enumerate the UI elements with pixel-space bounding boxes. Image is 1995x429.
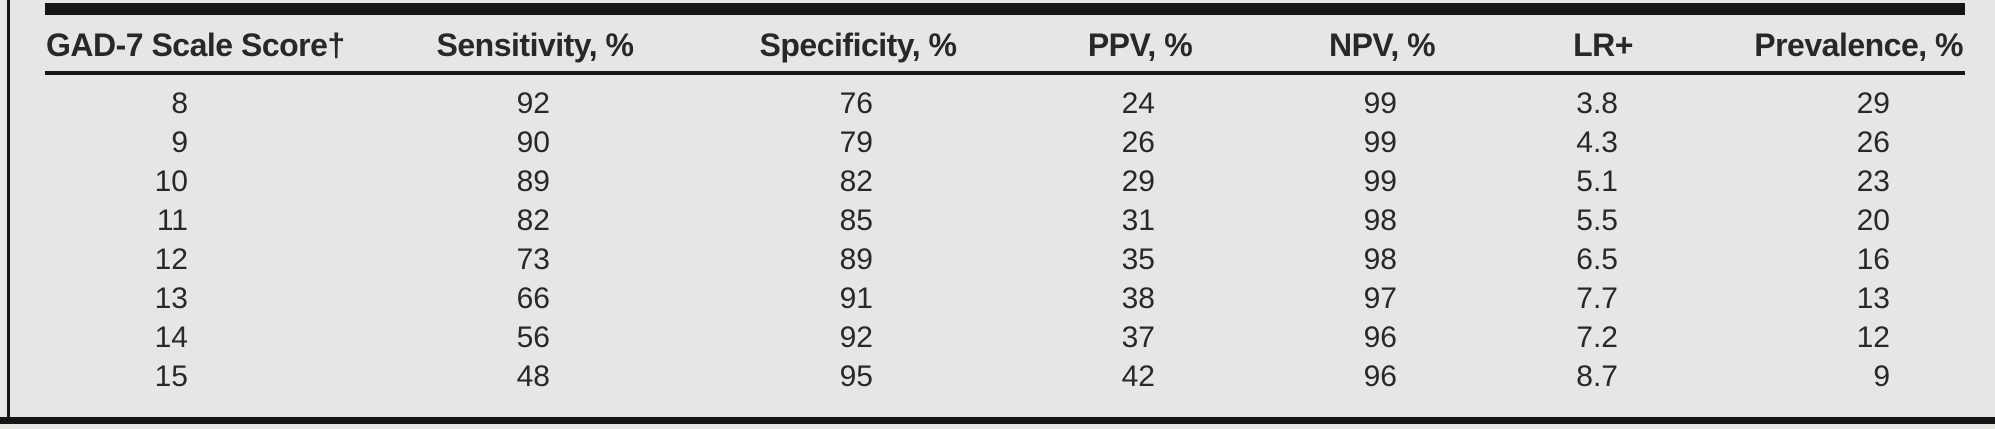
- table-cell: 26: [1856, 126, 1890, 159]
- table-cell: 92: [516, 87, 550, 120]
- table-cell: 90: [516, 126, 550, 159]
- table-row: 8 92 76 24 99 3.8 29: [0, 84, 1995, 123]
- table-cell: 5.1: [1576, 165, 1618, 198]
- table-cell: 29: [1121, 165, 1155, 198]
- table-bottom-bar: [0, 417, 1995, 424]
- table-cell: 11: [156, 204, 188, 237]
- table-cell: 38: [1121, 282, 1155, 315]
- table-cell: 14: [154, 321, 188, 354]
- table-row: 11 82 85 31 98 5.5 20: [0, 201, 1995, 240]
- table-cell: 97: [1363, 282, 1397, 315]
- table-cell: 73: [516, 243, 550, 276]
- table-row: 14 56 92 37 96 7.2 12: [0, 318, 1995, 357]
- table-row: 13 66 91 38 97 7.7 13: [0, 279, 1995, 318]
- column-header-gad7-score: GAD-7 Scale Score†: [46, 26, 345, 63]
- table-cell: 98: [1363, 204, 1397, 237]
- table-cell: 37: [1121, 321, 1155, 354]
- table-cell: 7.7: [1576, 282, 1618, 315]
- column-header-ppv: PPV, %: [1087, 26, 1193, 63]
- table-cell: 29: [1856, 87, 1890, 120]
- table-cell: 48: [516, 360, 550, 393]
- column-header-specificity: Specificity, %: [759, 26, 957, 63]
- table-cell: 56: [516, 321, 550, 354]
- table-cell: 31: [1121, 204, 1155, 237]
- table-cell: 99: [1363, 165, 1397, 198]
- table-cell: 9: [1873, 360, 1890, 393]
- table-row: 12 73 89 35 98 6.5 16: [0, 240, 1995, 279]
- table-cell: 5.5: [1576, 204, 1618, 237]
- table-cell: 98: [1363, 243, 1397, 276]
- table-cell: 23: [1856, 165, 1890, 198]
- table-cell: 20: [1856, 204, 1890, 237]
- table-row: 9 90 79 26 99 4.3 26: [0, 123, 1995, 162]
- table-cell: 89: [516, 165, 550, 198]
- table-cell: 8: [171, 87, 188, 120]
- header-underline-rule: [45, 71, 1965, 75]
- table-cell: 76: [839, 87, 873, 120]
- table-cell: 9: [171, 126, 188, 159]
- table-cell: 15: [154, 360, 188, 393]
- table-cell: 6.5: [1576, 243, 1618, 276]
- table-cell: 82: [516, 204, 550, 237]
- table-cell: 16: [1856, 243, 1890, 276]
- table-cell: 12: [1856, 321, 1890, 354]
- table-cell: 8.7: [1576, 360, 1618, 393]
- column-header-prevalence: Prevalence, %: [1754, 26, 1963, 63]
- table-cell: 82: [839, 165, 873, 198]
- table-cell: 95: [839, 360, 873, 393]
- table-row: 10 89 82 29 99 5.1 23: [0, 162, 1995, 201]
- table-cell: 96: [1363, 321, 1397, 354]
- column-header-lr-plus: LR+: [1573, 26, 1633, 63]
- table-cell: 96: [1363, 360, 1397, 393]
- column-header-sensitivity: Sensitivity, %: [436, 26, 634, 63]
- gad7-operating-characteristics-table: GAD-7 Scale Score† Sensitivity, % Specif…: [0, 0, 1995, 396]
- table-cell: 4.3: [1576, 126, 1618, 159]
- table-cell: 92: [839, 321, 873, 354]
- table-top-bar: [45, 3, 1965, 15]
- table-cell: 13: [154, 282, 188, 315]
- table-cell: 42: [1121, 360, 1155, 393]
- table-cell: 91: [839, 282, 873, 315]
- table-cell: 24: [1121, 87, 1155, 120]
- table-cell: 10: [154, 165, 188, 198]
- table-cell: 99: [1363, 126, 1397, 159]
- table-cell: 7.2: [1576, 321, 1618, 354]
- table-cell: 13: [1856, 282, 1890, 315]
- table-header-row: GAD-7 Scale Score† Sensitivity, % Specif…: [0, 0, 1995, 84]
- column-header-npv: NPV, %: [1328, 26, 1436, 63]
- left-border-rule: [7, 0, 10, 424]
- table-cell: 35: [1121, 243, 1155, 276]
- table-cell: 12: [154, 243, 188, 276]
- table-cell: 79: [839, 126, 873, 159]
- table-cell: 99: [1363, 87, 1397, 120]
- table-cell: 85: [839, 204, 873, 237]
- table-cell: 3.8: [1576, 87, 1618, 120]
- table-cell: 66: [516, 282, 550, 315]
- table-cell: 89: [839, 243, 873, 276]
- table-row: 15 48 95 42 96 8.7 9: [0, 357, 1995, 396]
- table-cell: 26: [1121, 126, 1155, 159]
